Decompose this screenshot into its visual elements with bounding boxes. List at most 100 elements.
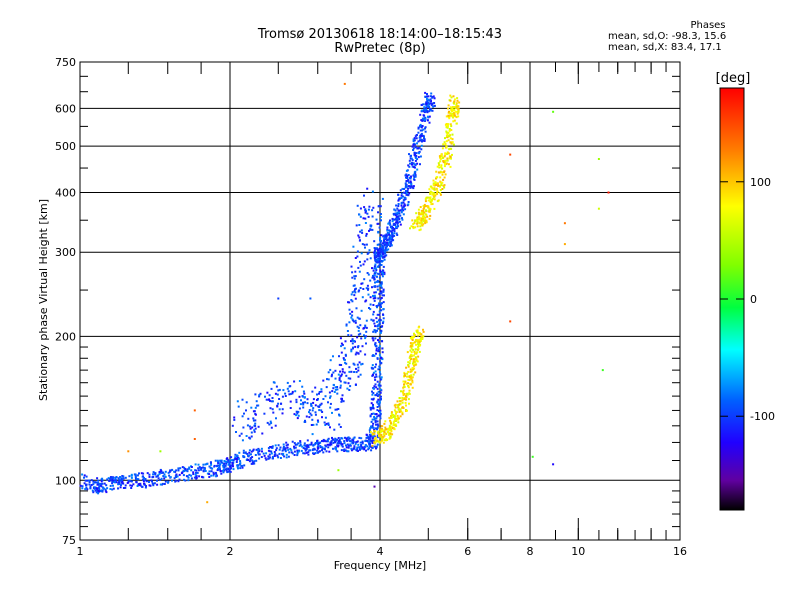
x-mode-point <box>412 227 415 230</box>
o-mode-point <box>117 487 120 490</box>
o-mode-point <box>381 340 384 343</box>
o-mode-point <box>327 371 330 374</box>
o-mode-point <box>144 486 147 489</box>
o-mode-point <box>381 351 384 354</box>
o-mode-point <box>224 464 227 467</box>
o-mode-point <box>299 403 302 406</box>
data-points <box>79 82 610 504</box>
o-mode-point <box>144 478 147 480</box>
o-mode-point <box>277 444 280 447</box>
o-mode-point <box>327 378 330 381</box>
o-mode-point <box>413 166 416 169</box>
outlier-point <box>601 369 604 372</box>
o-mode-point <box>374 325 377 328</box>
x-mode-point <box>389 419 391 422</box>
o-mode-point <box>366 187 369 190</box>
x-mode-point <box>441 167 444 170</box>
o-mode-point <box>266 391 269 394</box>
x-mode-point <box>457 105 460 108</box>
o-mode-point <box>393 208 396 211</box>
o-mode-point <box>368 433 371 436</box>
o-mode-point <box>195 476 198 479</box>
o-mode-point <box>356 440 359 443</box>
o-mode-point <box>305 415 308 418</box>
o-mode-point <box>287 390 290 393</box>
o-mode-point <box>353 363 356 366</box>
o-mode-point <box>338 442 341 445</box>
o-mode-point <box>98 483 101 485</box>
o-mode-point <box>179 467 182 470</box>
o-mode-point <box>401 187 404 190</box>
o-mode-point <box>433 104 436 107</box>
o-mode-point <box>373 417 376 420</box>
o-mode-point <box>234 453 237 456</box>
o-mode-point <box>115 481 118 484</box>
o-mode-point <box>183 478 185 481</box>
o-mode-point <box>121 481 124 483</box>
o-mode-point <box>342 357 345 360</box>
o-mode-point <box>373 385 376 388</box>
o-mode-point <box>383 239 386 242</box>
x-mode-point <box>407 370 410 373</box>
o-mode-point <box>335 446 337 449</box>
o-mode-point <box>373 249 376 252</box>
o-mode-point <box>400 204 403 207</box>
o-mode-point <box>101 486 104 489</box>
outlier-point <box>193 409 196 412</box>
o-mode-point <box>187 479 190 482</box>
o-mode-point <box>331 390 334 393</box>
x-mode-point <box>373 441 376 444</box>
x-mode-point <box>390 428 393 431</box>
x-mode-point <box>417 347 420 350</box>
x-mode-point <box>445 123 448 125</box>
o-mode-point <box>281 449 284 452</box>
o-mode-point <box>382 288 385 291</box>
x-mode-point <box>414 348 417 351</box>
o-mode-point <box>318 391 321 393</box>
x-mode-point <box>445 146 448 149</box>
x-mode-point <box>430 199 433 201</box>
o-mode-point <box>239 467 242 470</box>
o-mode-point <box>320 388 323 391</box>
o-mode-point <box>360 444 363 446</box>
x-mode-point <box>457 110 460 113</box>
o-mode-point <box>231 424 234 427</box>
o-mode-point <box>362 288 365 290</box>
o-mode-point <box>418 139 421 142</box>
o-mode-point <box>151 480 153 483</box>
o-mode-point <box>85 484 88 487</box>
o-mode-point <box>218 464 221 467</box>
o-mode-point <box>385 234 388 237</box>
x-mode-point <box>435 188 438 191</box>
o-mode-point <box>377 350 380 353</box>
o-mode-point <box>376 423 379 426</box>
o-mode-point <box>375 375 378 378</box>
o-mode-point <box>311 433 314 436</box>
o-mode-point <box>293 442 296 445</box>
o-mode-point <box>410 175 412 178</box>
o-mode-point <box>414 155 417 158</box>
x-mode-point <box>457 111 460 114</box>
o-mode-point <box>379 384 382 387</box>
o-mode-point <box>177 480 180 483</box>
o-mode-point <box>400 194 403 197</box>
o-mode-point <box>249 437 252 440</box>
x-mode-point <box>380 439 383 442</box>
o-mode-point <box>378 337 381 339</box>
o-mode-point <box>378 313 381 316</box>
o-mode-point <box>383 250 386 253</box>
o-mode-point <box>376 443 379 446</box>
o-mode-point <box>381 242 384 245</box>
o-mode-point <box>338 379 341 381</box>
o-mode-point <box>399 223 402 226</box>
o-mode-point <box>240 432 243 435</box>
o-mode-point <box>316 449 319 452</box>
o-mode-point <box>332 387 335 390</box>
x-mode-point <box>451 107 454 110</box>
o-mode-point <box>314 386 317 389</box>
x-mode-point <box>392 413 394 416</box>
o-mode-point <box>361 447 364 450</box>
colorbar-unit: [deg] <box>716 71 751 86</box>
o-mode-point <box>378 382 381 385</box>
o-mode-point <box>299 441 302 444</box>
